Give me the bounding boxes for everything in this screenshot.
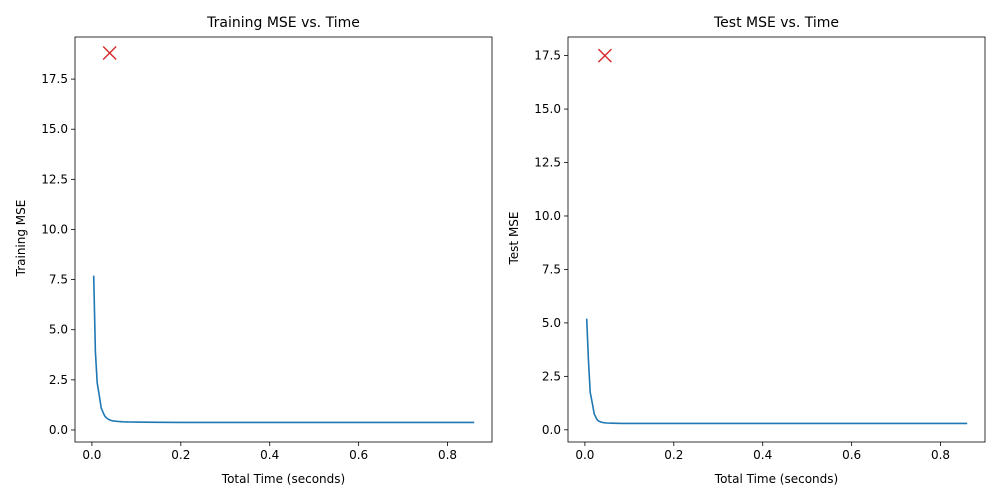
x-tick-label: 0.2 <box>171 448 190 462</box>
x-tick-label: 0.4 <box>260 448 279 462</box>
training-mse-panel: Training MSE vs. Time Total Time (second… <box>14 15 493 486</box>
chart-title: Test MSE vs. Time <box>713 15 839 31</box>
series-line <box>92 275 475 424</box>
x-tick-label: 0.6 <box>349 448 368 462</box>
y-tick-label: 7.5 <box>542 262 561 276</box>
y-tick-label: 2.5 <box>542 369 561 383</box>
x-marker <box>102 46 117 61</box>
x-tick-label: 0.2 <box>664 448 683 462</box>
x-tick-label: 0.8 <box>438 448 457 462</box>
y-tick-label: 17.5 <box>41 72 68 86</box>
y-tick-label: 5.0 <box>49 323 68 337</box>
axes-frame <box>74 36 493 443</box>
y-tick-label: 10.0 <box>534 209 561 223</box>
axis-ticks: 0.0 0.2 0.4 0.6 0.8 0.0 2.5 5.0 7.5 10.0 12.5 15.0 1… <box>534 49 950 462</box>
y-tick-label: 7.5 <box>49 273 68 287</box>
x-tick-label: 0.4 <box>753 448 772 462</box>
test-mse-panel: Test MSE vs. Time Total Time (seconds) T… <box>507 15 986 486</box>
x-axis-label: Total Time (seconds) <box>714 472 838 486</box>
y-tick-label: 17.5 <box>534 49 561 63</box>
plot-marks <box>92 46 475 424</box>
series-line <box>585 318 968 425</box>
axis-ticks: 0.0 0.2 0.4 0.6 0.8 0.0 2.5 5.0 7.5 10.0 12.5 15.0 1… <box>41 72 457 462</box>
x-marker <box>597 48 612 63</box>
y-axis-label: Test MSE <box>507 212 521 266</box>
y-tick-label: 0.0 <box>49 423 68 437</box>
y-tick-label: 15.0 <box>534 102 561 116</box>
x-axis-label: Total Time (seconds) <box>221 472 345 486</box>
x-tick-label: 0.6 <box>842 448 861 462</box>
x-tick-label: 0.0 <box>82 448 101 462</box>
plot-marks <box>585 48 968 425</box>
y-tick-label: 0.0 <box>542 423 561 437</box>
y-tick-label: 5.0 <box>542 316 561 330</box>
y-tick-label: 15.0 <box>41 122 68 136</box>
y-tick-label: 12.5 <box>534 156 561 170</box>
y-tick-label: 12.5 <box>41 172 68 186</box>
y-tick-label: 10.0 <box>41 222 68 236</box>
axes-frame <box>567 36 986 443</box>
y-tick-label: 2.5 <box>49 373 68 387</box>
y-axis-label: Training MSE <box>14 200 28 278</box>
x-tick-label: 0.8 <box>931 448 950 462</box>
x-tick-label: 0.0 <box>575 448 594 462</box>
chart-title: Training MSE vs. Time <box>206 15 360 31</box>
